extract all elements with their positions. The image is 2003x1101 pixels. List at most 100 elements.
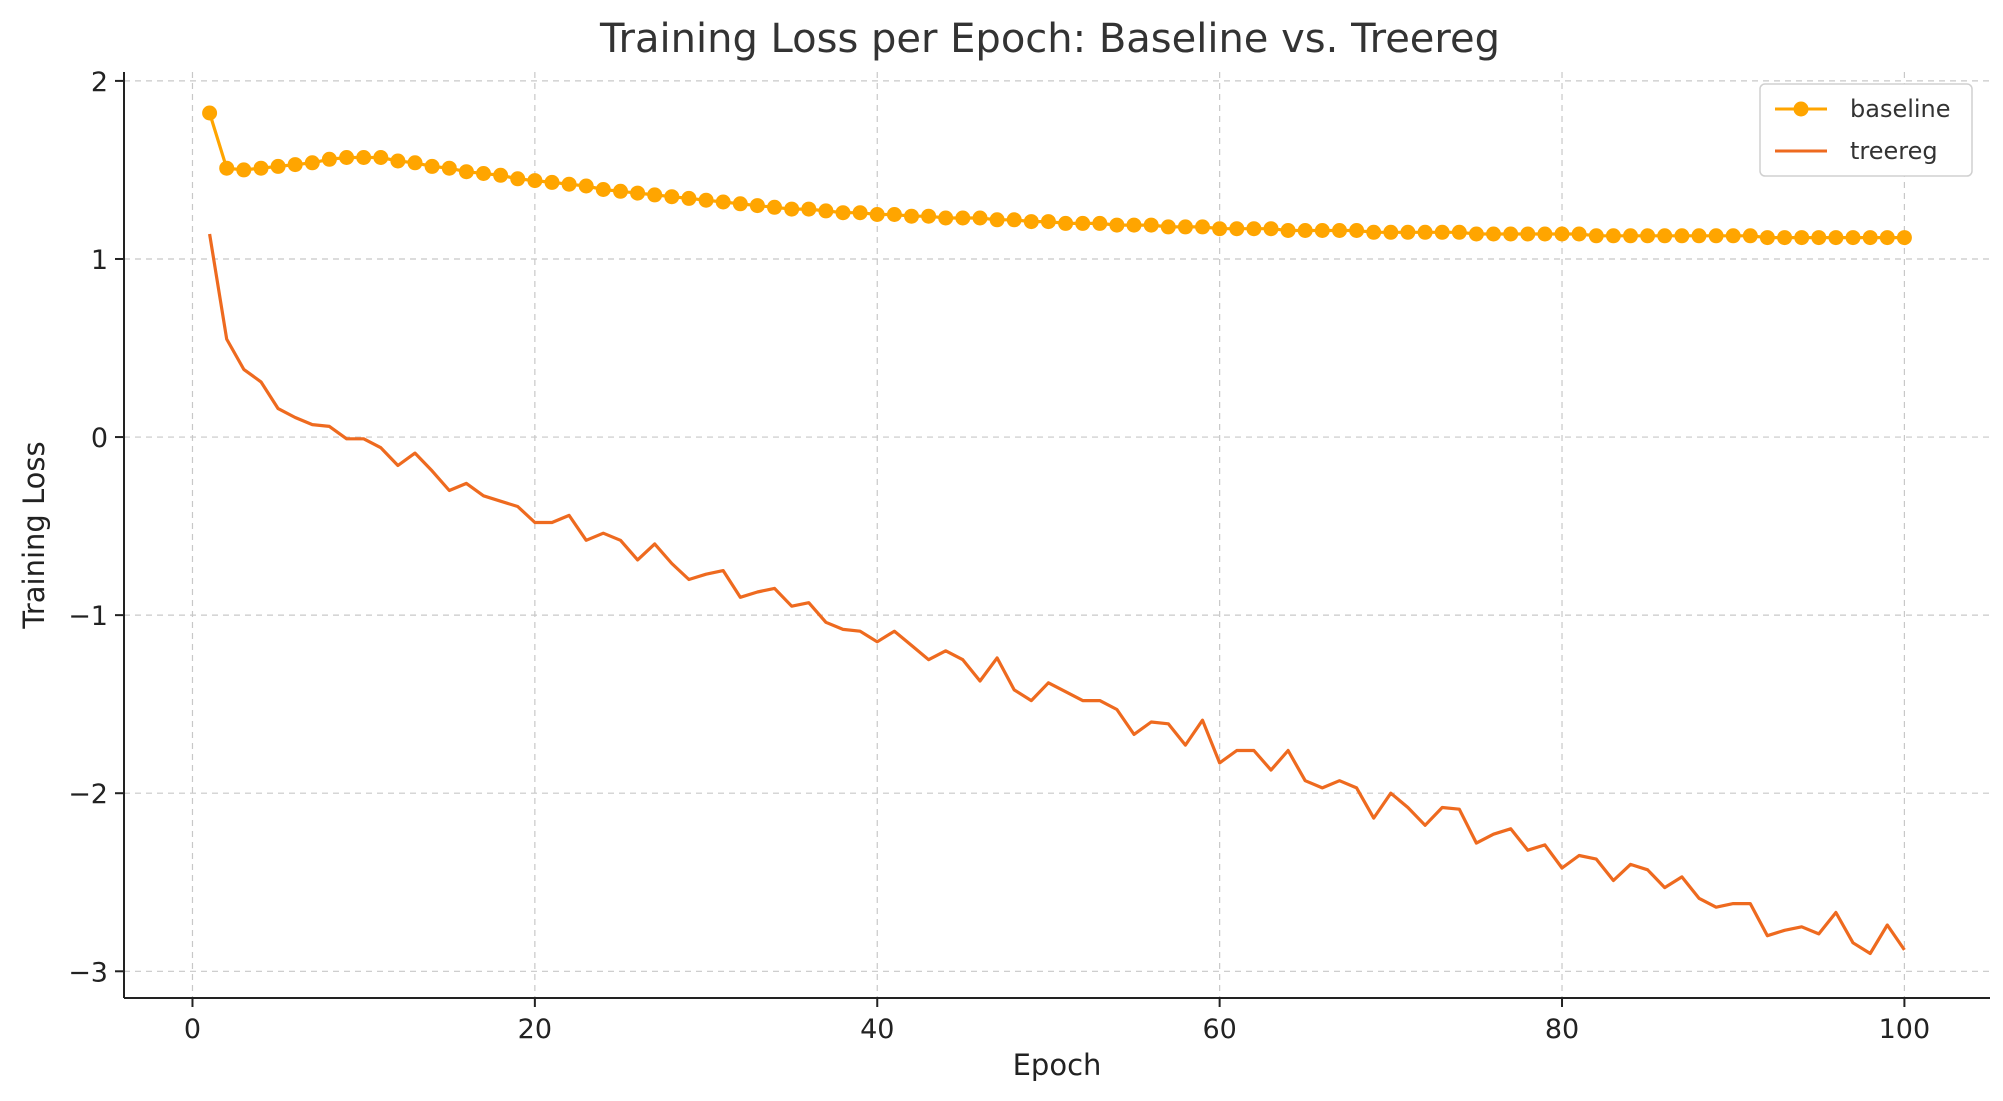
- data-point-baseline: [1349, 223, 1365, 238]
- data-point-baseline: [1023, 214, 1039, 230]
- data-point-baseline: [1297, 223, 1313, 238]
- legend-label-baseline: baseline: [1850, 95, 1951, 123]
- data-point-baseline: [904, 208, 919, 224]
- data-point-baseline: [270, 158, 286, 174]
- data-point-baseline: [852, 205, 868, 221]
- data-point-baseline: [869, 207, 885, 222]
- data-point-baseline: [493, 167, 509, 183]
- data-point-baseline: [698, 192, 714, 208]
- x-axis-title: Epoch: [1013, 1048, 1102, 1082]
- data-point-baseline: [1229, 221, 1245, 237]
- data-point-baseline: [1314, 223, 1330, 238]
- data-point-baseline: [236, 162, 252, 178]
- y-tick-label: 2: [91, 67, 108, 98]
- data-point-baseline: [219, 160, 235, 176]
- data-point-baseline: [390, 153, 406, 169]
- y-tick-label: 0: [91, 423, 108, 454]
- data-point-baseline: [732, 196, 748, 212]
- data-point-baseline: [1383, 224, 1399, 240]
- data-point-baseline: [1006, 212, 1022, 228]
- data-point-baseline: [1092, 215, 1108, 231]
- x-tick-label: 60: [1202, 1014, 1236, 1045]
- data-point-baseline: [1862, 230, 1878, 246]
- data-point-baseline: [561, 176, 577, 192]
- data-point-baseline: [1537, 226, 1553, 242]
- data-point-baseline: [1177, 219, 1193, 235]
- data-point-baseline: [1794, 230, 1810, 246]
- data-point-baseline: [1417, 224, 1433, 240]
- data-point-baseline: [1246, 221, 1262, 237]
- data-point-baseline: [321, 151, 337, 167]
- data-point-baseline: [1109, 217, 1125, 233]
- x-tick-label: 0: [184, 1014, 201, 1045]
- legend-marker-baseline: [1793, 101, 1809, 117]
- data-point-baseline: [972, 210, 988, 226]
- data-point-baseline: [253, 160, 269, 176]
- data-point-baseline: [578, 178, 594, 194]
- data-point-baseline: [339, 150, 355, 165]
- data-point-baseline: [424, 158, 440, 174]
- data-point-baseline: [1434, 224, 1450, 240]
- data-point-baseline: [356, 150, 372, 165]
- data-point-baseline: [1845, 230, 1861, 246]
- data-point-baseline: [1708, 228, 1724, 244]
- data-point-baseline: [510, 171, 526, 187]
- data-point-baseline: [630, 185, 646, 201]
- data-point-baseline: [441, 160, 457, 176]
- data-point-baseline: [476, 166, 491, 181]
- data-point-baseline: [938, 210, 954, 226]
- data-point-baseline: [818, 203, 834, 219]
- data-point-baseline: [304, 155, 320, 171]
- x-tick-label: 20: [518, 1014, 552, 1045]
- x-tick-label: 40: [860, 1014, 894, 1045]
- data-point-baseline: [1725, 228, 1741, 244]
- data-point-baseline: [1451, 224, 1467, 240]
- y-tick-label: −2: [68, 779, 108, 810]
- legend-box: [1759, 83, 1973, 177]
- legend-label-treereg: treereg: [1850, 137, 1938, 165]
- data-point-baseline: [1554, 226, 1570, 242]
- x-tick-label: 100: [1879, 1014, 1931, 1045]
- data-point-baseline: [527, 173, 543, 189]
- data-point-baseline: [544, 174, 560, 190]
- data-point-baseline: [1605, 228, 1621, 244]
- data-point-baseline: [1160, 219, 1176, 235]
- data-point-baseline: [989, 212, 1005, 228]
- series: [202, 105, 1912, 956]
- data-point-baseline: [886, 207, 902, 222]
- data-point-baseline: [1657, 228, 1673, 244]
- chart-title: Training Loss per Epoch: Baseline vs. Tr…: [599, 16, 1500, 62]
- series-line-baseline: [208, 112, 1905, 240]
- data-point-baseline: [1400, 224, 1416, 240]
- data-point-baseline: [1058, 215, 1074, 231]
- data-point-baseline: [1896, 230, 1912, 246]
- axes: [123, 72, 1990, 999]
- data-point-baseline: [458, 164, 474, 180]
- data-point-baseline: [749, 198, 765, 214]
- legend: baseline treereg: [1759, 83, 1973, 177]
- y-tick-label: −1: [68, 601, 108, 632]
- data-point-baseline: [202, 105, 218, 121]
- data-point-baseline: [407, 155, 423, 171]
- ticks: 0 20 40 60 80 100 −3 −2 −1 0 1 2: [68, 67, 1930, 1045]
- data-point-baseline: [1040, 214, 1056, 230]
- y-axis-title: Training Loss: [17, 441, 51, 629]
- data-point-baseline: [287, 157, 303, 173]
- data-point-baseline: [1486, 226, 1501, 242]
- data-point-baseline: [1623, 228, 1638, 244]
- data-point-baseline: [664, 189, 680, 205]
- data-point-baseline: [1212, 221, 1228, 237]
- data-point-baseline: [1468, 226, 1484, 242]
- data-point-baseline: [1828, 230, 1844, 246]
- y-tick-label: 1: [91, 245, 108, 276]
- data-point-baseline: [595, 182, 611, 197]
- data-point-baseline: [1143, 217, 1159, 233]
- x-tick-label: 80: [1545, 1014, 1579, 1045]
- data-point-baseline: [1520, 226, 1536, 242]
- data-point-baseline: [1280, 223, 1296, 238]
- grid: [124, 72, 1990, 998]
- data-point-baseline: [784, 201, 800, 217]
- data-point-baseline: [955, 210, 971, 226]
- data-point-baseline: [801, 201, 817, 217]
